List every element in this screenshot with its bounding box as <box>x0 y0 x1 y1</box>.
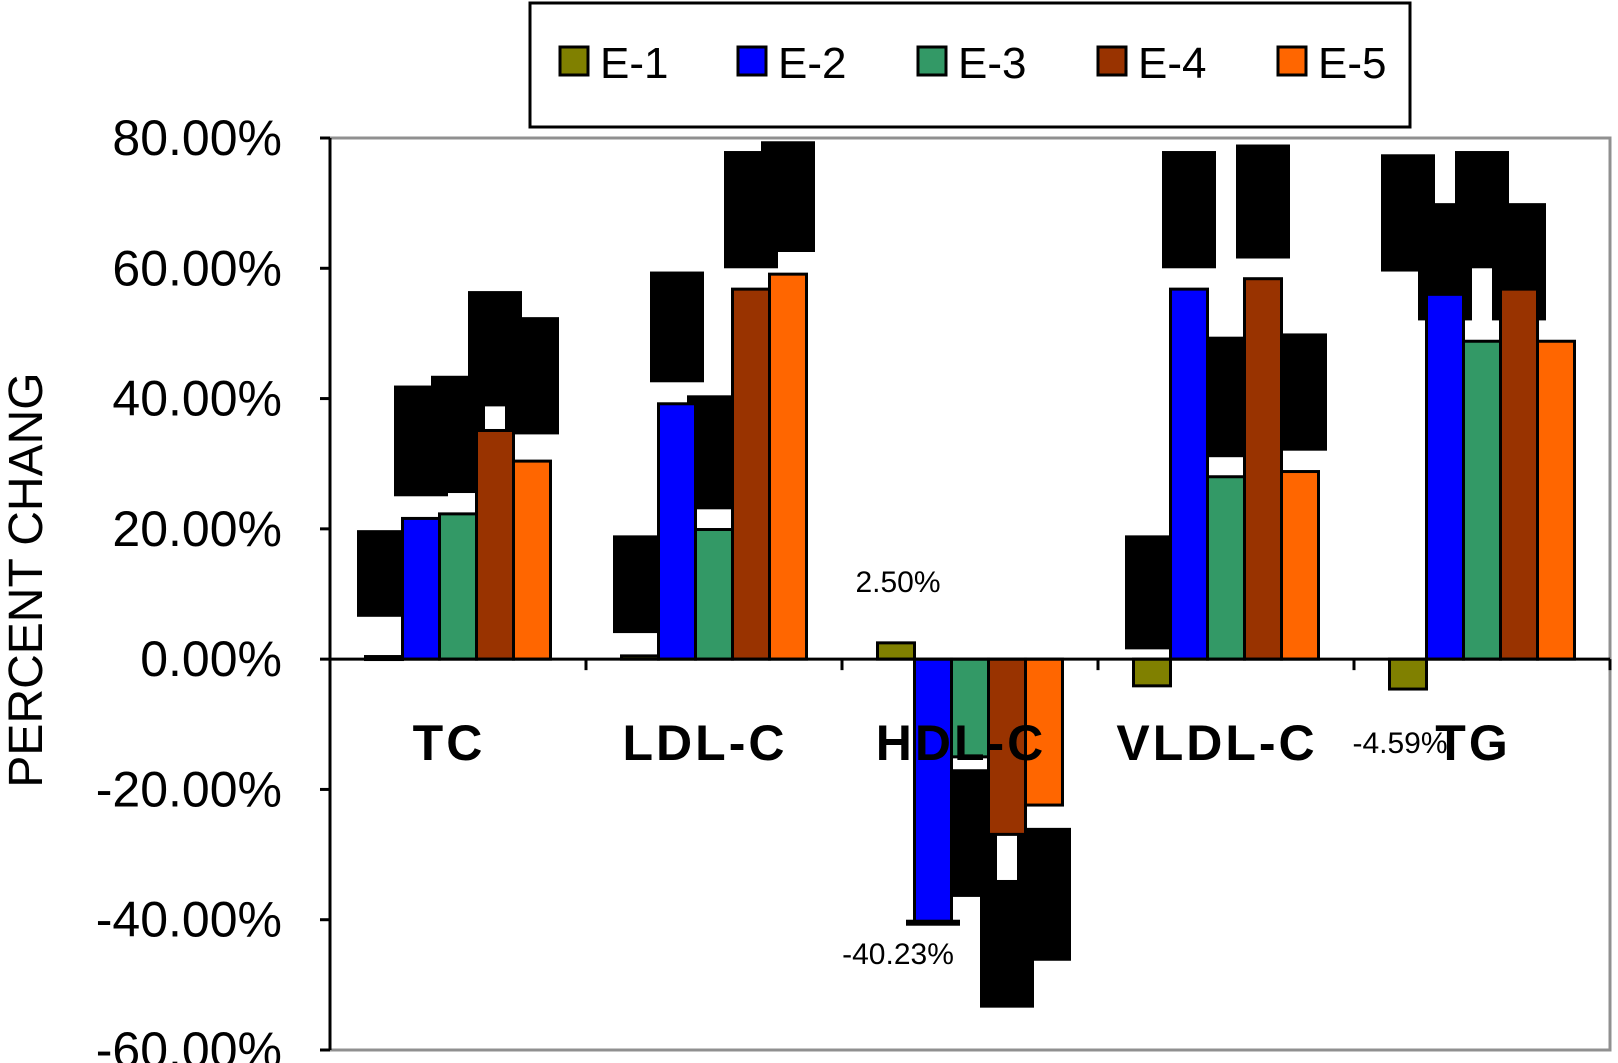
legend-swatch-e-5 <box>1276 45 1308 77</box>
category-labels: TC LDL-C HDL-C VLDL-C TG <box>413 715 1510 771</box>
bar-tg-e-4 <box>1499 287 1539 661</box>
bar-ldl-c-e-5 <box>768 272 808 661</box>
error-block-ldl-c-e-5 <box>761 141 815 252</box>
legend-label-e-1: E-1 <box>600 39 668 88</box>
legend-swatch-e-1 <box>558 45 590 77</box>
bar-tc-e-5 <box>512 459 552 661</box>
error-block-vldl-c-e-4 <box>1236 144 1290 259</box>
legend-swatch-e-4 <box>1096 45 1128 77</box>
category-label-ldl-c: LDL-C <box>623 715 788 771</box>
error-block-hdl-c-e-2 <box>906 919 960 926</box>
category-label-tg: TG <box>1435 715 1510 771</box>
legend-swatch-e-3 <box>916 45 948 77</box>
legend <box>528 1 1412 129</box>
bar-ldl-c-e-3 <box>694 528 734 661</box>
bar-hdl-c-e-2 <box>913 657 953 923</box>
bar-tc-e-2 <box>401 516 441 661</box>
bar-vldl-c-e-3 <box>1206 475 1246 661</box>
legend-label-e-4: E-4 <box>1138 39 1206 88</box>
category-label-vldl-c: VLDL-C <box>1116 715 1317 771</box>
legend-label-e-2: E-2 <box>778 39 846 88</box>
y-ticks: 80.00% 60.00% 40.00% 20.00% 0.00% -20.00% -40.… <box>96 110 330 1063</box>
y-tick-label: 40.00% <box>112 371 282 427</box>
bar-hdl-c-e-4 <box>987 657 1027 836</box>
y-axis-label: PERCENT CHANG <box>0 372 53 787</box>
y-tick-label: -20.00% <box>96 761 282 817</box>
bar-tg-e-2 <box>1425 292 1465 661</box>
y-tick-label: 20.00% <box>112 501 282 557</box>
category-label-hdl-c: HDL-C <box>876 715 1047 771</box>
bar-ldl-c-e-4 <box>731 287 771 661</box>
annotation-e1-hdlc: 2.50% <box>855 566 940 599</box>
bars <box>364 272 1576 923</box>
annotation-e1-tg: -4.59% <box>1352 727 1447 760</box>
bar-vldl-c-e-5 <box>1280 470 1320 661</box>
bar-ldl-c-e-2 <box>657 402 697 661</box>
legend-items: E-1 E-2 E-3 E-4 E-5 <box>558 39 1386 88</box>
bar-tg-e-1 <box>1388 657 1428 691</box>
category-label-tc: TC <box>413 715 486 771</box>
bar-tc-e-3 <box>438 512 478 661</box>
bar-tg-e-5 <box>1536 339 1576 661</box>
y-tick-label: 80.00% <box>112 110 282 166</box>
bar-tg-e-3 <box>1462 339 1502 661</box>
error-blocks <box>357 141 1546 1008</box>
error-block-ldl-c-e-2 <box>650 271 704 383</box>
y-tick-label: 60.00% <box>112 240 282 296</box>
legend-label-e-5: E-5 <box>1318 39 1386 88</box>
bar-vldl-c-e-4 <box>1243 277 1283 661</box>
error-block-vldl-c-e-2 <box>1162 151 1216 269</box>
bar-tc-e-4 <box>475 428 515 661</box>
error-block-tc-e-5 <box>505 317 559 435</box>
y-tick-label: -60.00% <box>96 1022 282 1063</box>
bar-vldl-c-e-2 <box>1169 287 1209 661</box>
error-block-hdl-c-e-5 <box>1017 827 1071 961</box>
bar-hdl-c-e-1 <box>876 641 916 661</box>
legend-swatch-e-2 <box>736 45 768 77</box>
legend-label-e-3: E-3 <box>958 39 1026 88</box>
annotation-e2-hdlc: -40.23% <box>842 938 954 971</box>
y-tick-label: 0.00% <box>140 631 282 687</box>
y-tick-label: -40.00% <box>96 892 282 948</box>
bar-vldl-c-e-1 <box>1132 657 1172 688</box>
